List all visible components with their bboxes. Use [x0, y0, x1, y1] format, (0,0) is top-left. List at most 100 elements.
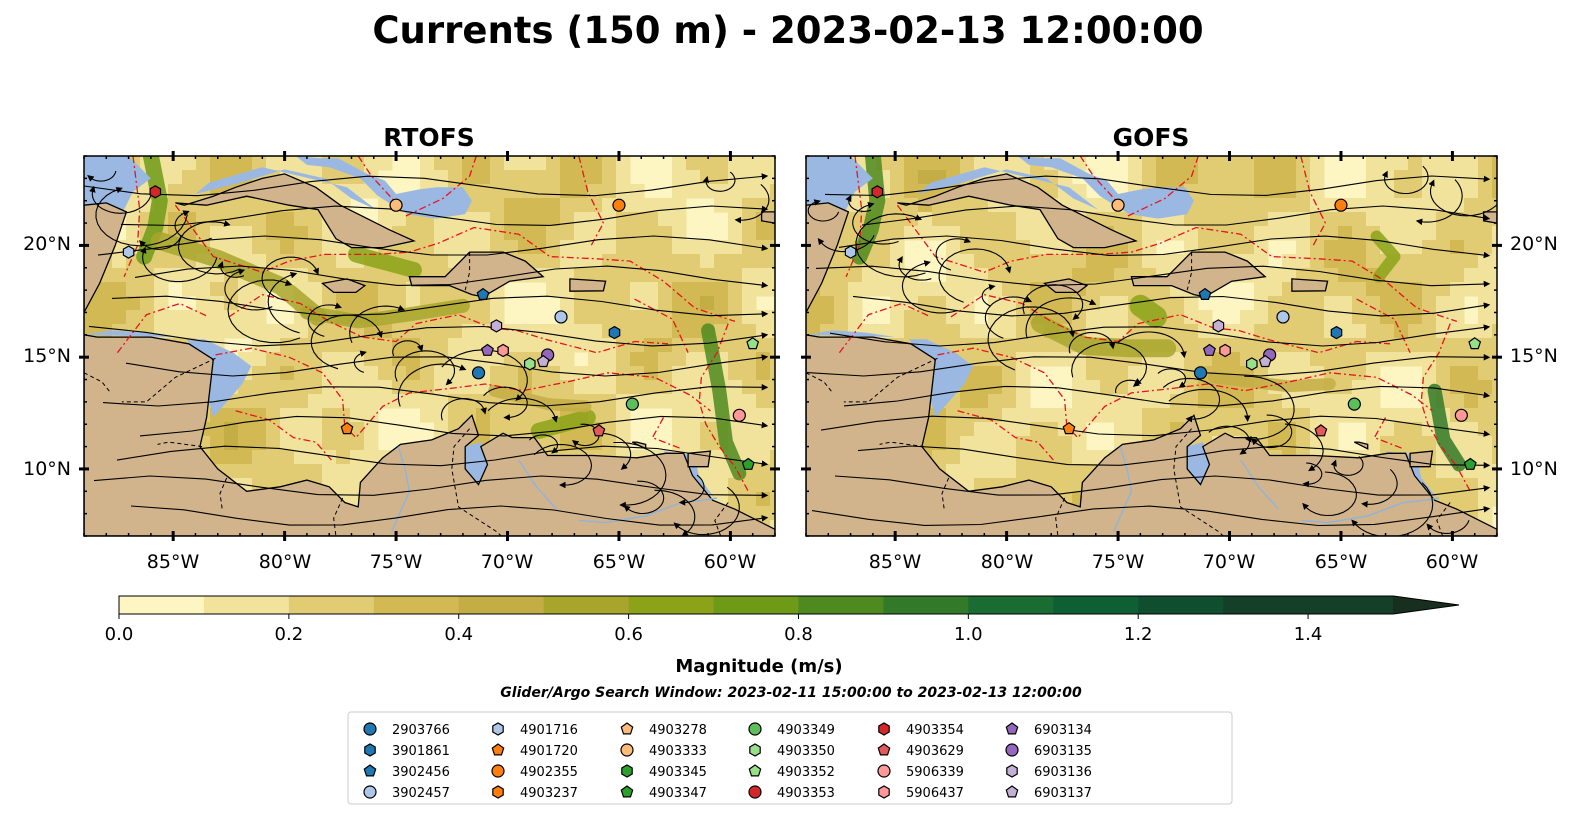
- speed-cell: [946, 296, 961, 311]
- eez-boundary: [174, 204, 736, 323]
- legend-marker-pentagon: [1005, 785, 1019, 798]
- speed-cell: [672, 422, 687, 437]
- speed-cell: [420, 240, 435, 255]
- float-marker-4903629: [592, 424, 606, 437]
- speed-cell: [1030, 464, 1045, 479]
- speed-cell: [1058, 450, 1073, 465]
- speed-cell: [1324, 436, 1339, 451]
- speed-cell: [1072, 422, 1087, 437]
- speed-cell: [960, 310, 975, 325]
- eez-boundary: [404, 156, 477, 217]
- streamline: [533, 443, 593, 489]
- speed-cell: [518, 422, 533, 437]
- speed-cell: [1478, 310, 1493, 325]
- speed-cell: [756, 352, 771, 367]
- speed-cell: [974, 254, 989, 269]
- speed-cell: [932, 324, 947, 339]
- speed-cell: [1310, 240, 1325, 255]
- speed-cell: [490, 170, 505, 185]
- speed-cell: [630, 282, 645, 297]
- speed-cell: [518, 184, 533, 199]
- speed-cell: [392, 366, 407, 381]
- streamline: [88, 325, 769, 347]
- float-marker-4903333: [1111, 198, 1125, 212]
- speed-cell: [1408, 436, 1423, 451]
- speed-cell: [476, 212, 491, 227]
- speed-cell: [560, 436, 575, 451]
- speed-cell: [308, 352, 323, 367]
- streamline: [654, 489, 696, 536]
- speed-cell: [1436, 184, 1451, 199]
- legend-label: 4903349: [777, 723, 835, 738]
- speed-cell: [1366, 324, 1381, 339]
- float-marker-3902457: [1276, 310, 1290, 324]
- speed-cell: [1450, 198, 1465, 213]
- speed-cell: [1226, 408, 1241, 423]
- streamline: [820, 415, 1491, 437]
- speed-cell: [322, 296, 337, 311]
- speed-cell: [308, 338, 323, 353]
- speed-cell: [904, 310, 919, 325]
- speed-cell: [700, 240, 715, 255]
- speed-cell: [1198, 310, 1213, 325]
- speed-cell: [1492, 436, 1497, 451]
- speed-cell: [1324, 310, 1339, 325]
- speed-cell: [728, 338, 743, 353]
- speed-cell: [420, 156, 435, 171]
- speed-cell: [1128, 408, 1143, 423]
- speed-cell: [1422, 464, 1437, 479]
- speed-cell: [946, 212, 961, 227]
- speed-cell: [756, 184, 771, 199]
- speed-cell: [848, 310, 863, 325]
- speed-cell: [644, 394, 659, 409]
- float-marker-4903347: [1463, 457, 1477, 470]
- legend-label: 4901720: [520, 744, 578, 759]
- speed-cell: [1282, 366, 1297, 381]
- speed-cell: [252, 464, 267, 479]
- speed-cell: [974, 240, 989, 255]
- speed-cell: [616, 408, 631, 423]
- speed-cell: [770, 478, 775, 493]
- speed-cell: [280, 352, 295, 367]
- speed-cell: [1142, 170, 1157, 185]
- speed-cell: [890, 212, 905, 227]
- speed-cell: [1464, 156, 1479, 171]
- x-tick-label: 70°W: [481, 551, 534, 573]
- streamline: [392, 340, 424, 357]
- colorbar-cell: [628, 596, 715, 614]
- streamline: [130, 505, 769, 526]
- speed-cell: [1324, 240, 1339, 255]
- speed-cell: [532, 408, 547, 423]
- speed-cell: [1422, 268, 1437, 283]
- speed-cell: [1282, 352, 1297, 367]
- speed-cell: [700, 296, 715, 311]
- shallow-area: [917, 167, 1098, 210]
- speed-cell: [728, 184, 743, 199]
- speed-cell: [448, 408, 463, 423]
- speed-cell: [1366, 156, 1381, 171]
- streamline: [623, 480, 665, 515]
- speed-cell: [336, 170, 351, 185]
- speed-cell: [770, 436, 775, 451]
- speed-cell: [252, 212, 267, 227]
- speed-cell: [1030, 408, 1045, 423]
- speed-cell: [350, 268, 365, 283]
- land-mass: [1482, 211, 1497, 224]
- speed-cell: [686, 366, 701, 381]
- speed-cell: [252, 380, 267, 395]
- speed-cell: [602, 422, 617, 437]
- speed-cell: [1296, 212, 1311, 227]
- float-marker-5906437: [1219, 343, 1231, 358]
- legend-marker-circle: [363, 785, 377, 799]
- speed-cell: [224, 226, 239, 241]
- eez-boundary: [1300, 156, 1327, 248]
- speed-cell: [378, 282, 393, 297]
- speed-cell: [364, 268, 379, 283]
- speed-cell: [686, 282, 701, 297]
- country-border: [1436, 502, 1451, 536]
- land-mass: [84, 334, 775, 536]
- speed-cell: [644, 352, 659, 367]
- speed-cell: [890, 198, 905, 213]
- speed-cell: [1086, 282, 1101, 297]
- speed-cell: [1492, 380, 1497, 395]
